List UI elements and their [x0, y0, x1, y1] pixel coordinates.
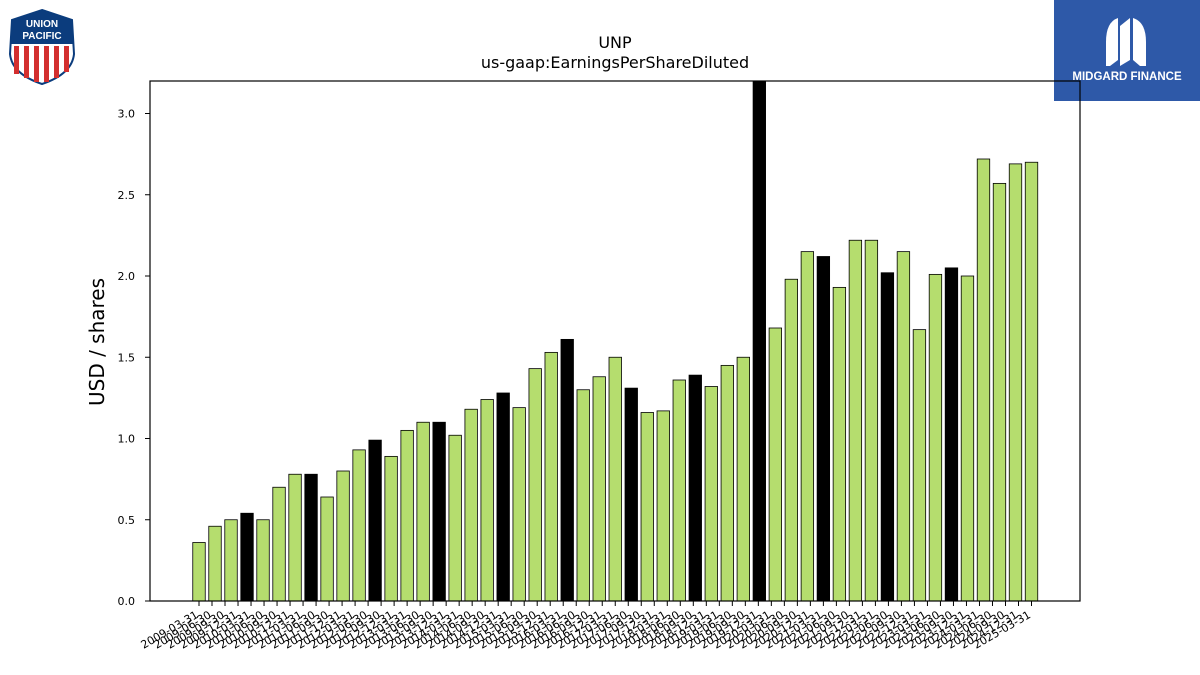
- bar: [736, 356, 750, 602]
- y-tick-label: 2.5: [118, 189, 136, 202]
- bar: [624, 387, 638, 602]
- bar: [208, 525, 222, 602]
- bar: [672, 379, 686, 602]
- bar: [896, 251, 911, 602]
- bar: [816, 256, 831, 602]
- bar: [304, 473, 318, 602]
- bar: [848, 239, 863, 602]
- bar: [928, 273, 943, 602]
- x-axis: 2009-03-312009-06-302009-09-302009-12-31…: [139, 601, 1033, 652]
- y-tick-label: 1.5: [118, 351, 136, 364]
- bar: [320, 496, 334, 602]
- bar: [944, 267, 959, 602]
- bar: [720, 364, 734, 602]
- bar: [608, 356, 622, 602]
- bar: [704, 386, 718, 602]
- midgard-finance-logo: MIDGARD FINANCE: [1054, 0, 1200, 101]
- bar: [880, 272, 895, 602]
- bar: [416, 421, 430, 602]
- bars-group: [192, 80, 1039, 602]
- bar: [272, 486, 286, 602]
- chart-subtitle: us-gaap:EarningsPerShareDiluted: [481, 53, 749, 72]
- bar: [688, 374, 702, 602]
- bar: [480, 399, 494, 602]
- bar: [288, 473, 302, 602]
- bar: [976, 158, 991, 602]
- bar: [960, 275, 975, 602]
- bar: [256, 519, 270, 602]
- bar: [576, 389, 590, 602]
- bar: [192, 542, 206, 602]
- bar: [592, 376, 606, 602]
- bar: [656, 410, 670, 602]
- bar: [464, 408, 478, 602]
- bar: [432, 421, 446, 602]
- y-tick-label: 2.0: [118, 270, 136, 283]
- bar: [240, 512, 254, 602]
- y-axis-label: USD / shares: [85, 278, 109, 406]
- bar: [912, 329, 927, 602]
- bar: [560, 338, 574, 602]
- bar: [544, 351, 558, 602]
- bar: [1008, 163, 1023, 602]
- bar: [784, 278, 798, 602]
- chart-title: UNP: [598, 33, 632, 52]
- bar: [400, 429, 414, 602]
- union-pacific-logo: UNION PACIFIC: [6, 8, 78, 86]
- bar: [992, 182, 1007, 602]
- bar: [496, 392, 510, 602]
- svg-text:MIDGARD FINANCE: MIDGARD FINANCE: [1072, 71, 1182, 83]
- bar: [528, 368, 542, 602]
- y-tick-label: 0.0: [118, 595, 136, 608]
- bar: [752, 80, 766, 602]
- plot-frame: [149, 80, 1081, 602]
- bar: [512, 407, 526, 602]
- bar: [336, 470, 350, 602]
- bar: [368, 439, 382, 602]
- bar: [1024, 161, 1039, 602]
- y-tick-label: 3.0: [118, 108, 136, 121]
- bar: [864, 239, 879, 602]
- y-tick-label: 0.5: [118, 514, 136, 527]
- bar: [768, 327, 782, 602]
- bar: [640, 412, 654, 602]
- y-tick-label: 1.0: [118, 433, 136, 446]
- bar: [800, 251, 815, 602]
- svg-text:PACIFIC: PACIFIC: [22, 31, 61, 42]
- bar: [224, 519, 238, 602]
- bar: [352, 449, 366, 602]
- bar: [448, 434, 462, 602]
- bar: [832, 286, 847, 602]
- svg-text:UNION: UNION: [26, 19, 58, 30]
- y-axis: 0.0 0.5 1.0 1.5 2.0 2.5 3.0: [118, 108, 150, 608]
- bar: [384, 455, 398, 602]
